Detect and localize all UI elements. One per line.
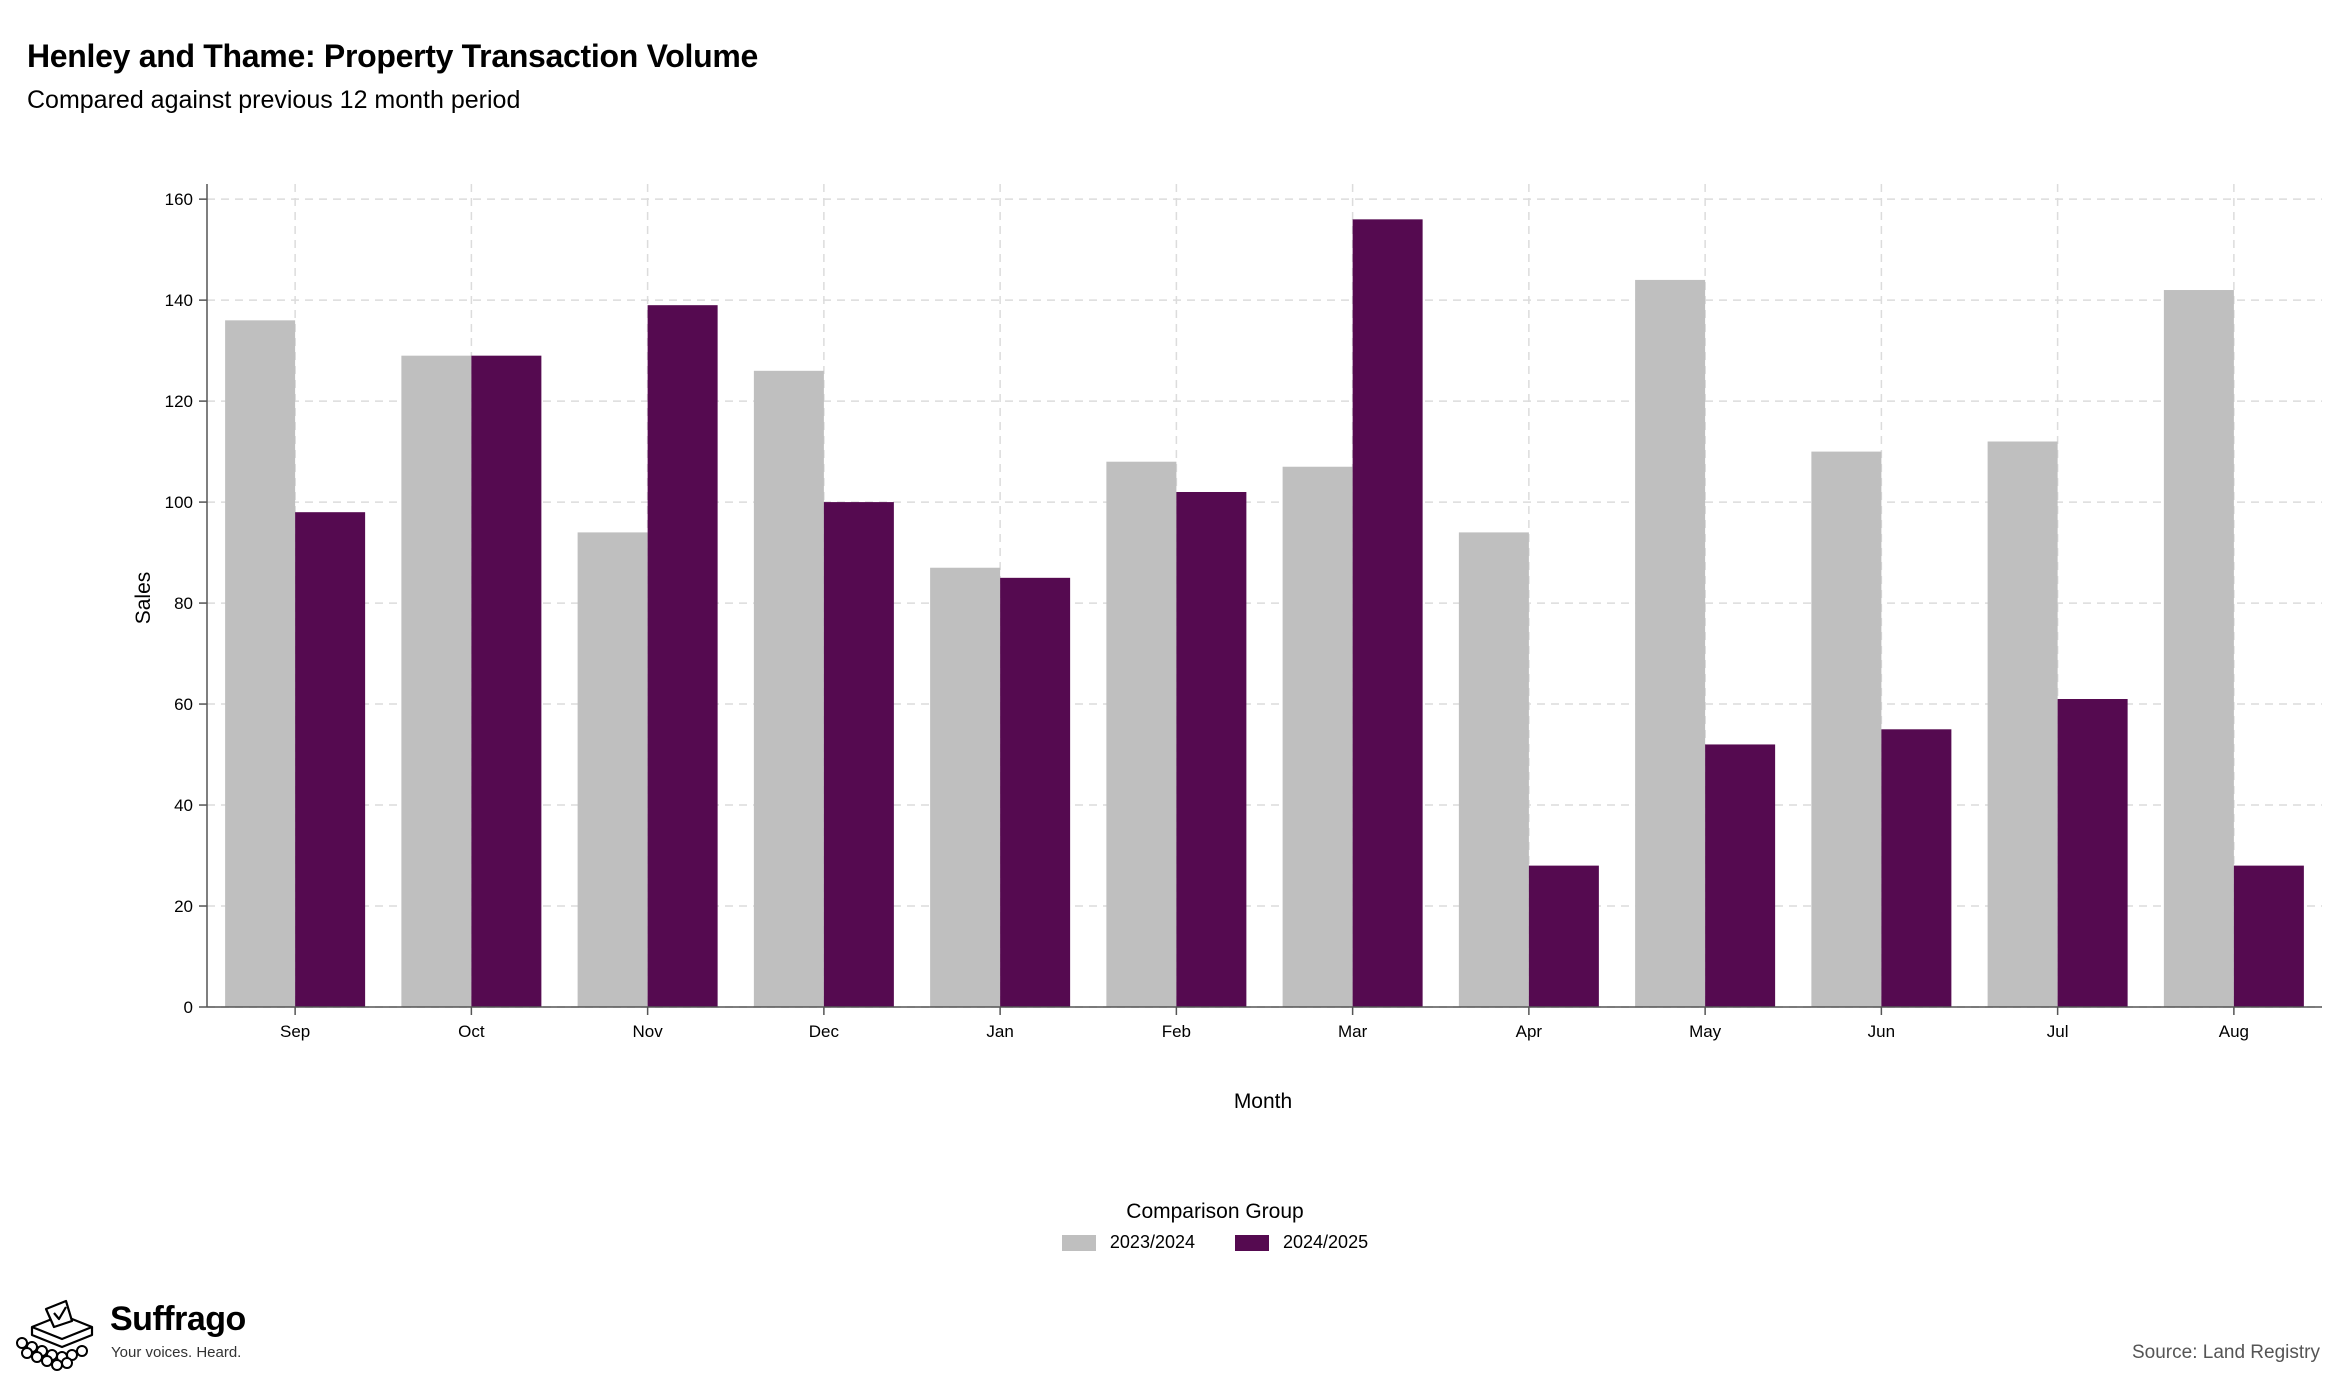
legend-title: Comparison Group	[1126, 1200, 1304, 1223]
bar-2023-2024-oct	[401, 355, 472, 1007]
chart-title: Henley and Thame: Property Transaction V…	[27, 38, 758, 74]
x-tick-label: Jan	[986, 1022, 1013, 1041]
x-tick-label: Sep	[280, 1022, 310, 1041]
bar-2024-2025-oct	[471, 355, 542, 1007]
bar-2023-2024-jan	[930, 567, 1001, 1007]
bar-2023-2024-may	[1635, 279, 1706, 1008]
y-tick-label: 80	[174, 594, 193, 613]
x-tick-label: May	[1689, 1022, 1722, 1041]
bar-2024-2025-sep	[295, 512, 366, 1007]
bar-2023-2024-mar	[1282, 466, 1353, 1007]
bar-2024-2025-dec	[823, 502, 894, 1007]
bar-2024-2025-aug	[2233, 865, 2304, 1007]
x-axis-title: Month	[1234, 1090, 1292, 1113]
bar-2024-2025-jul	[2057, 699, 2128, 1007]
legend-label-2023-2024: 2023/2024	[1109, 1232, 1195, 1252]
x-tick-label: Nov	[633, 1022, 664, 1041]
x-tick-label: Aug	[2219, 1022, 2249, 1041]
axes	[199, 184, 2322, 1015]
tick-labels: 0 20 40 60 80 100 120 140 160 Sep Oct Nov Dec Jan Feb M…	[165, 190, 2249, 1041]
bar-2023-2024-aug	[2163, 290, 2234, 1008]
legend-items: 2023/2024 2024/2025	[96, 1232, 2334, 1253]
bar-2024-2025-jan	[1000, 577, 1071, 1007]
y-tick-label: 20	[174, 897, 193, 916]
bar-2023-2024-nov	[577, 532, 648, 1007]
legend-swatch-2023-2024	[1061, 1234, 1096, 1251]
legend-item-2023-2024: 2023/2024	[1061, 1232, 1195, 1253]
x-tick-label: Jul	[2047, 1022, 2069, 1041]
source-note: Source: Land Registry	[2132, 1342, 2320, 1363]
legend-swatch-2024-2025	[1235, 1234, 1269, 1251]
y-tick-label: 100	[165, 493, 193, 512]
bar-2023-2024-apr	[1458, 532, 1529, 1007]
x-tick-label: Oct	[458, 1022, 485, 1041]
x-tick-label: Feb	[1162, 1022, 1191, 1041]
legend-label-2024-2025: 2024/2025	[1283, 1232, 1369, 1252]
y-tick-label: 40	[174, 796, 193, 815]
legend-item-2024-2025: 2024/2025	[1235, 1232, 1368, 1253]
bar-2023-2024-sep	[225, 320, 296, 1007]
bar-2024-2025-jun	[1881, 729, 1952, 1007]
y-axis-title: Sales	[132, 572, 155, 625]
x-tick-label: Dec	[809, 1022, 840, 1041]
legend: Comparison Group 2023/2024 2024/2025	[0, 1200, 2334, 1253]
bar-2023-2024-jul	[1987, 441, 2058, 1008]
x-tick-label: Apr	[1516, 1022, 1543, 1041]
brand-name: Suffrago	[110, 1300, 246, 1338]
x-tick-label: Mar	[1338, 1022, 1368, 1041]
y-tick-label: 0	[184, 998, 193, 1017]
bar-2024-2025-feb	[1176, 491, 1247, 1007]
bar-chart: 0 20 40 60 80 100 120 140 160 Sep Oct Nov Dec Jan Feb M…	[132, 184, 2322, 1113]
brand-tagline: Your voices. Heard.	[111, 1344, 242, 1361]
bar-2023-2024-jun	[1811, 451, 1882, 1008]
x-tick-label: Jun	[1868, 1022, 1895, 1041]
bar-2024-2025-may	[1705, 744, 1776, 1007]
y-tick-label: 60	[174, 695, 193, 714]
bar-2023-2024-dec	[753, 370, 824, 1008]
ballot-box-icon	[16, 1299, 94, 1371]
y-tick-label: 140	[165, 291, 193, 310]
bar-2024-2025-apr	[1528, 865, 1599, 1007]
y-tick-label: 160	[165, 190, 193, 209]
bar-2023-2024-feb	[1106, 461, 1177, 1008]
bar-2024-2025-mar	[1352, 219, 1423, 1007]
y-tick-label: 120	[165, 392, 193, 411]
bars	[225, 219, 2304, 1008]
bar-2024-2025-nov	[647, 305, 718, 1007]
chart-subtitle: Compared against previous 12 month perio…	[27, 86, 521, 114]
